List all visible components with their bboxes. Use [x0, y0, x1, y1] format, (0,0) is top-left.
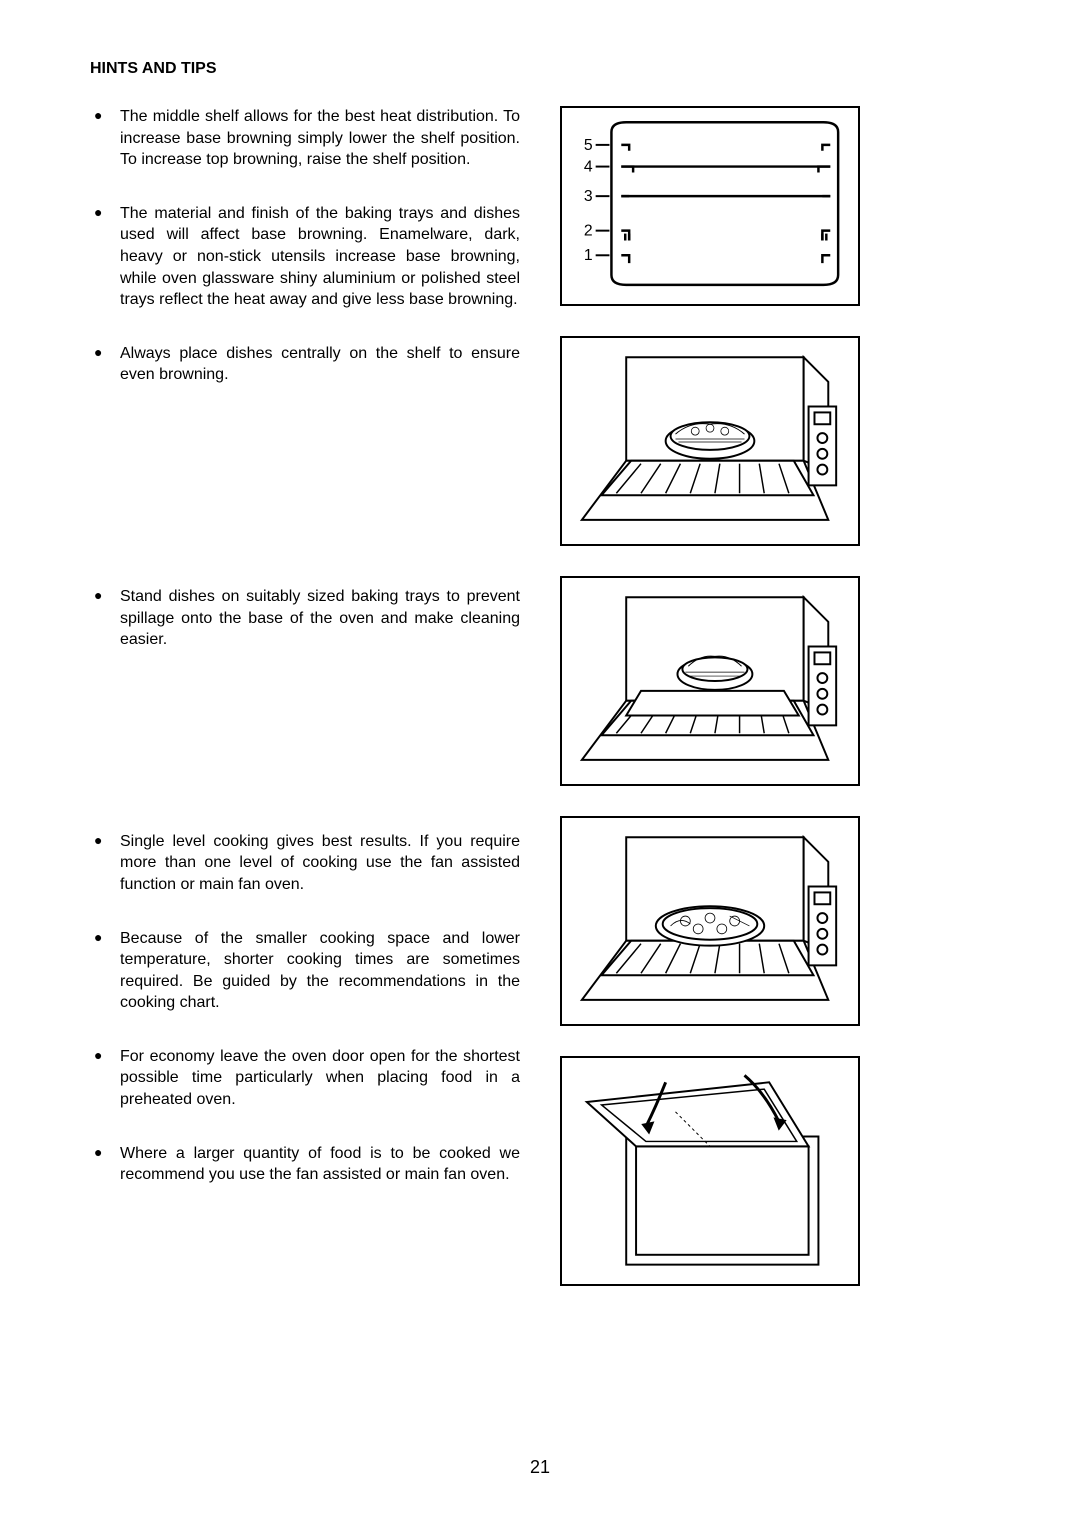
shelf-label-1: 1: [584, 247, 593, 264]
tip-item: Always place dishes centrally on the she…: [90, 343, 520, 386]
shelf-label-3: 3: [584, 188, 593, 205]
tip-item: The middle shelf allows for the best hea…: [90, 106, 520, 171]
oven-door-svg: [572, 1066, 848, 1276]
tip-item: Stand dishes on suitably sized baking tr…: [90, 586, 520, 651]
figure-dish-central: [560, 336, 860, 546]
tip-item: For economy leave the oven door open for…: [90, 1046, 520, 1111]
oven-central-svg: [572, 346, 848, 536]
tip-item: Because of the smaller cooking space and…: [90, 928, 520, 1014]
figure-single-level: [560, 816, 860, 1026]
section-heading: HINTS AND TIPS: [90, 60, 990, 78]
content-row: The middle shelf allows for the best hea…: [90, 106, 990, 1286]
tip-item: Single level cooking gives best results.…: [90, 831, 520, 896]
figure-shelf-positions: 5 4 3 2 1: [560, 106, 860, 306]
tips-column: The middle shelf allows for the best hea…: [90, 106, 520, 1286]
tip-item: Where a larger quantity of food is to be…: [90, 1143, 520, 1186]
figure-dish-on-tray: [560, 576, 860, 786]
oven-pizza-svg: [572, 826, 848, 1016]
tip-item: The material and finish of the baking tr…: [90, 203, 520, 311]
page-number: 21: [0, 1457, 1080, 1478]
tips-list: The middle shelf allows for the best hea…: [90, 106, 520, 1186]
shelf-label-4: 4: [584, 159, 593, 176]
shelf-diagram-svg: 5 4 3 2 1: [572, 116, 848, 296]
shelf-label-5: 5: [584, 137, 593, 154]
figure-door-open: [560, 1056, 860, 1286]
figures-column: 5 4 3 2 1: [560, 106, 860, 1286]
shelf-label-2: 2: [584, 223, 593, 240]
oven-tray-svg: [572, 586, 848, 776]
